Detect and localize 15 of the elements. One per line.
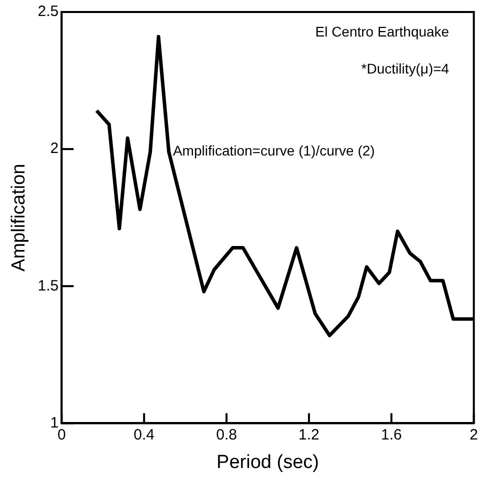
x-tick-label: 1.2 [298,426,320,444]
x-tick-label: 0 [57,426,66,444]
y-tick-label: 2 [50,140,59,158]
y-tick-label: 1 [50,414,59,432]
y-tick-label: 2.5 [38,3,59,20]
annotation: Amplification=curve (1)/curve (2) [172,142,375,159]
y-axis-title: Amplification [8,164,30,272]
annotation: *Ductility(μ)=4 [361,60,450,76]
x-axis-title: Period (sec) [216,452,319,473]
x-tick-label: 1.6 [380,426,402,444]
x-tick-label: 2 [470,426,478,444]
y-tick-label: 1.5 [38,277,59,294]
x-tick-label: 0.4 [134,426,155,444]
annotation: El Centro Earthquake [315,23,450,40]
x-tick-label: 0.8 [216,426,237,444]
